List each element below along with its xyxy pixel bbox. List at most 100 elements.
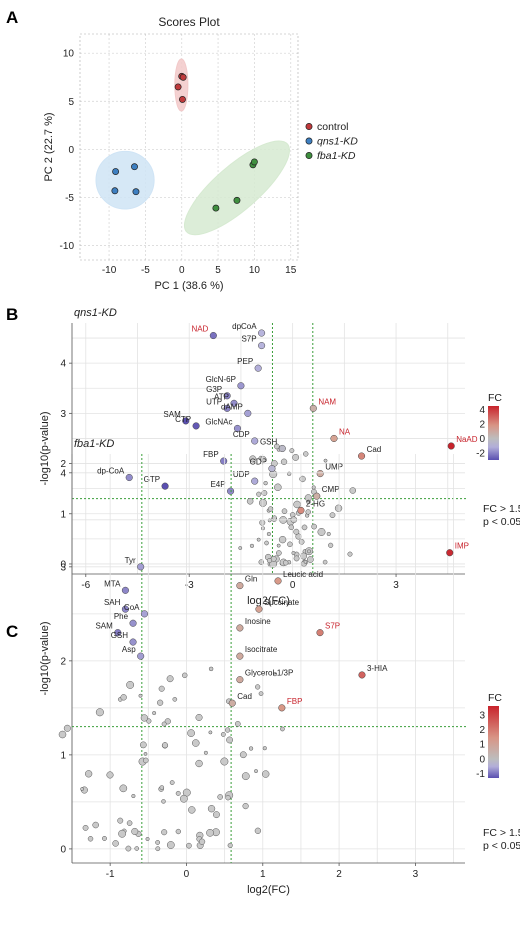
point-label: Gln [245, 575, 257, 584]
background-point [242, 802, 249, 810]
background-point [266, 531, 271, 537]
labelled-point [237, 382, 245, 390]
background-point [334, 504, 343, 512]
x-tick-label: 3 [413, 869, 419, 880]
data-point [250, 158, 258, 166]
background-point [276, 543, 281, 548]
background-point [281, 508, 288, 515]
data-point [174, 83, 182, 91]
background-point [329, 512, 336, 519]
background-point [234, 721, 241, 727]
x-axis-label: PC 1 (38.6 %) [154, 280, 223, 292]
background-point [261, 770, 270, 778]
background-point [142, 757, 149, 764]
background-point [301, 524, 308, 531]
background-point [255, 684, 261, 690]
point-label: UDP [233, 470, 250, 479]
data-point [179, 95, 186, 103]
background-point [278, 535, 287, 544]
colorbar-tick-label: 0 [479, 754, 485, 765]
labelled-point [316, 470, 324, 478]
legend-marker [305, 137, 313, 145]
labelled-point [316, 629, 324, 637]
colorbar-tick-label: -2 [476, 448, 485, 459]
x-tick-label: 0 [179, 265, 185, 276]
background-point [225, 795, 231, 801]
background-point [298, 538, 305, 545]
background-point [347, 551, 353, 557]
point-label: Isocitrate [245, 645, 278, 654]
background-point [293, 500, 301, 509]
background-point [158, 685, 165, 692]
background-point [349, 487, 357, 494]
background-point [131, 827, 139, 835]
labelled-point [268, 465, 276, 473]
background-point [248, 746, 254, 751]
legend-label: control [317, 121, 349, 133]
point-label: UMP [325, 463, 343, 472]
background-point [175, 790, 181, 796]
point-label: Tyr [125, 556, 136, 565]
background-point [161, 829, 168, 836]
background-point [254, 769, 258, 774]
point-label: Leucic acid [283, 570, 323, 579]
background-point [192, 739, 200, 747]
y-tick-label: 3 [60, 562, 66, 573]
background-point [159, 785, 165, 790]
point-label: Asp [122, 645, 136, 654]
labelled-point [233, 424, 242, 432]
confidence-ellipse [183, 140, 290, 236]
background-point [126, 820, 133, 826]
background-point [85, 770, 93, 778]
background-point [139, 741, 147, 749]
point-label: SAM [163, 410, 181, 419]
labelled-point [129, 619, 137, 627]
background-point [155, 840, 161, 845]
background-point [256, 537, 261, 542]
background-point [146, 718, 152, 724]
labelled-point [140, 610, 149, 618]
background-point [220, 732, 226, 737]
labelled-point [228, 699, 236, 707]
y-tick-label: 2 [60, 656, 66, 667]
point-label: GSH [111, 631, 129, 640]
labelled-point [137, 563, 145, 571]
y-axis-label: -log10(p-value) [39, 622, 51, 696]
background-point [92, 821, 99, 829]
y-tick-label: 1 [60, 750, 66, 761]
background-point [101, 835, 107, 841]
labelled-point [297, 506, 305, 514]
y-axis-label: PC 2 (22.7 %) [43, 112, 55, 181]
background-point [258, 691, 264, 696]
background-point [217, 794, 223, 800]
point-label: CoA [124, 603, 140, 612]
background-point [303, 559, 308, 564]
background-point [112, 840, 119, 847]
x-tick-label: 2 [336, 869, 342, 880]
background-point [293, 528, 300, 535]
y-tick-label: 0 [68, 145, 74, 156]
labelled-point [254, 364, 262, 372]
background-point [131, 793, 136, 799]
labelled-point [358, 671, 366, 679]
panel-label-c: C [6, 622, 18, 641]
legend-marker [305, 152, 313, 159]
x-tick-label: -5 [141, 265, 150, 276]
colorbar-title: FC [488, 692, 502, 704]
point-label: MTA [104, 579, 121, 588]
background-point [157, 699, 164, 706]
labelled-point [114, 629, 122, 637]
point-label: GlcNAc [205, 417, 232, 426]
background-point [203, 750, 208, 755]
y-tick-label: -10 [60, 241, 75, 252]
legend-label: qns1-KD [317, 136, 358, 148]
background-point [274, 483, 282, 492]
background-point [267, 506, 274, 512]
labelled-point [309, 404, 317, 412]
labelled-point [121, 586, 129, 594]
point-label: GSH [260, 438, 278, 447]
labelled-point [223, 404, 231, 412]
background-point [207, 805, 216, 813]
point-label: G3P [206, 385, 222, 394]
threshold-note-p: p < 0.05 [483, 840, 520, 852]
